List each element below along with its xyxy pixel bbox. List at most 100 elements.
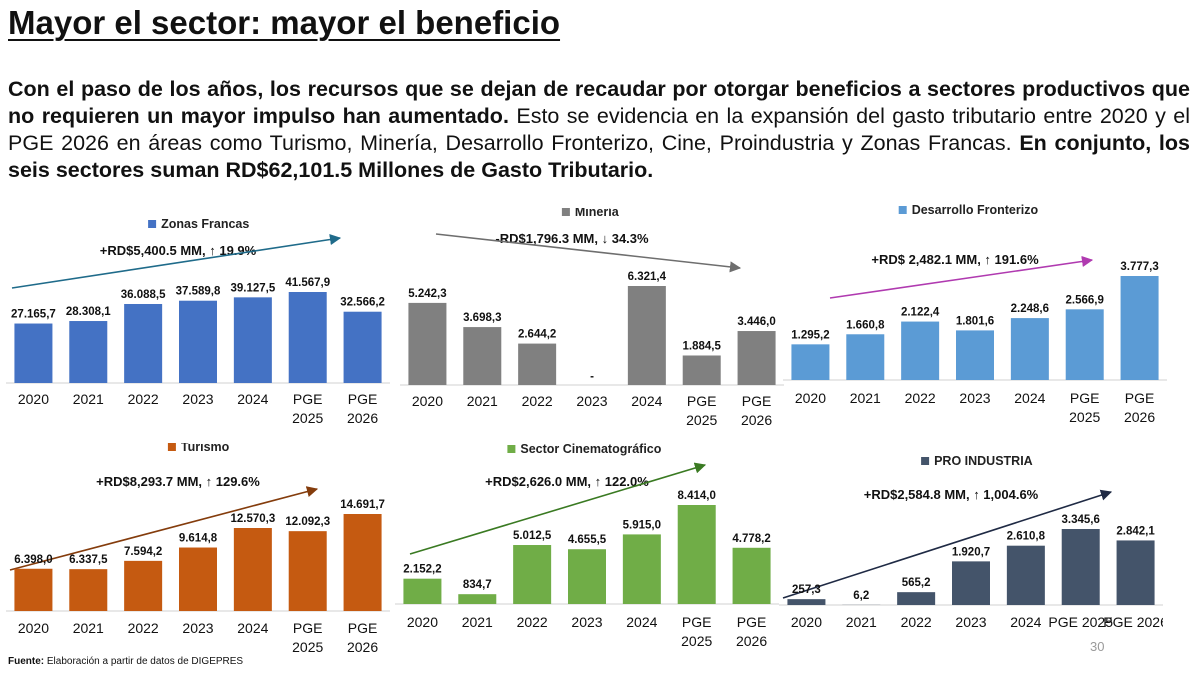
legend-label: Minería [575,208,620,219]
legend-label: Zonas Francas [161,217,249,231]
legend-swatch [148,220,156,228]
chart-sector-cinematografico: Sector Cinematográfico +RD$2,626.0 MM, ↑ … [395,443,779,673]
bar-turismo-2022 [124,561,162,611]
bar-pro-industria-2020 [787,599,825,605]
change-annotation: +RD$2,626.0 MM, ↑ 122.0% [485,474,649,489]
x-tick-label: 2021 [73,391,104,407]
source-note: Fuente: Elaboración a partir de datos de… [8,656,243,667]
x-tick-label: PGE [348,620,378,636]
change-annotation: +RD$2,584.8 MM, ↑ 1,004.6% [864,487,1039,502]
page-number: 30 [1090,639,1104,654]
bar-pro-industria-pge-2026 [1117,540,1155,605]
legend-swatch [562,208,570,216]
data-label: 12.092,3 [285,516,330,528]
bar-pro-industria-2024 [1007,546,1045,605]
change-annotation: +RD$5,400.5 MM, ↑ 19.9% [100,243,257,258]
bar-turismo-pge-2026 [344,514,382,611]
x-tick-label: 2024 [237,620,268,636]
chart-pro-industria: PRO INDUSTRIA+RD$2,584.8 MM, ↑ 1,004.6%2… [779,455,1163,685]
source-text: Elaboración a partir de datos de DIGEPRE… [44,656,243,667]
x-tick-label: PGE [1125,390,1155,406]
x-tick-label: 2021 [462,614,493,630]
bar-turismo-2020 [14,569,52,611]
chart-svg: PRO INDUSTRIA+RD$2,584.8 MM, ↑ 1,004.6%2… [779,455,1163,685]
chart-zonas-francas: Zonas Francas +RD$5,400.5 MM, ↑ 19.9% 27.1… [6,208,390,438]
data-label: 1.920,7 [952,546,990,558]
data-label: 14.691,7 [340,499,385,511]
x-tick-label: 2022 [128,391,159,407]
data-label: 41.567,9 [285,277,330,289]
x-tick-label: PGE [682,614,712,630]
data-label: 834,7 [463,579,492,591]
data-label: 6.337,5 [69,554,108,566]
bar-mineria-2024 [628,286,666,385]
legend-swatch [899,206,907,214]
x-tick-label: 2022 [517,614,548,630]
data-label: 2.122,4 [901,307,940,319]
x-tick-label: 2026 [1124,409,1155,425]
bar-mineria-2020 [408,303,446,385]
data-label: 27.165,7 [11,309,56,321]
bar-mineria-pge-2026 [738,331,776,385]
bar-sector-cinematografico-pge-2025 [678,505,716,604]
data-label: 6.398,0 [14,554,52,566]
data-label: 9.614,8 [179,533,218,545]
legend-swatch [921,457,929,465]
data-label: 8.414,0 [678,490,716,502]
x-tick-label: PGE 2026 [1103,614,1163,630]
x-tick-label: 2021 [467,393,498,409]
data-label: 5.242,3 [408,288,446,300]
bar-pro-industria-pge-2025 [1062,529,1100,605]
x-tick-label: 2026 [347,410,378,426]
x-tick-label: PGE [293,620,323,636]
data-label: 32.566,2 [340,297,385,309]
data-label: 28.308,1 [66,306,111,318]
legend-label: Sector Cinematográfico [520,443,661,456]
chart-svg: Desarrollo Fronterizo +RD$ 2,482.1 MM, ↑ … [783,203,1167,433]
bar-turismo-2023 [179,548,217,611]
chart-svg: Zonas Francas +RD$5,400.5 MM, ↑ 19.9% 27.1… [6,208,390,438]
x-tick-label: 2023 [576,393,607,409]
x-tick-label: 2022 [905,390,936,406]
data-label: 6,2 [853,590,869,602]
x-tick-label: 2024 [237,391,268,407]
chart-svg: Sector Cinematográfico +RD$2,626.0 MM, ↑ … [395,443,779,673]
bar-desarrollo-fronterizo-2024 [1011,318,1049,380]
data-label: 3.446,0 [737,316,775,328]
change-annotation: +RD$ 2,482.1 MM, ↑ 191.6% [871,252,1039,267]
data-label: 2.566,9 [1066,294,1104,306]
bar-pro-industria-2023 [952,561,990,605]
x-tick-label: 2023 [955,614,986,630]
bar-sector-cinematografico-2024 [623,534,661,604]
data-label: 39.127,5 [230,282,275,294]
x-tick-label: 2021 [73,620,104,636]
bar-desarrollo-fronterizo-pge-2025 [1066,309,1104,380]
bar-turismo-pge-2025 [289,531,327,611]
legend-label: Desarrollo Fronterizo [912,203,1039,217]
data-label: 1.801,6 [956,315,994,327]
bar-mineria-2022 [518,344,556,385]
x-tick-label: 2023 [182,620,213,636]
data-label: - [590,371,594,383]
data-label: 5.915,0 [623,519,661,531]
data-label: 1.295,2 [791,329,829,341]
x-tick-label: PGE [687,393,717,409]
data-label: 2.610,8 [1007,531,1046,543]
intro-paragraph: Con el paso de los años, los recursos qu… [8,76,1190,184]
x-tick-label: 2025 [686,412,717,428]
bar-pro-industria-2022 [897,592,935,605]
data-label: 37.589,8 [176,286,221,298]
bar-sector-cinematografico-2021 [458,594,496,604]
x-tick-label: 2024 [1010,614,1041,630]
bar-zonas-francas-pge-2025 [289,292,327,383]
data-label: 36.088,5 [121,289,166,301]
x-tick-label: 2024 [1014,390,1045,406]
x-tick-label: 2023 [959,390,990,406]
bar-zonas-francas-2022 [124,304,162,383]
x-tick-label: 2020 [407,614,438,630]
bar-sector-cinematografico-2020 [403,579,441,604]
x-tick-label: 2020 [412,393,443,409]
data-label: 7.594,2 [124,546,162,558]
x-tick-label: 2025 [292,410,323,426]
